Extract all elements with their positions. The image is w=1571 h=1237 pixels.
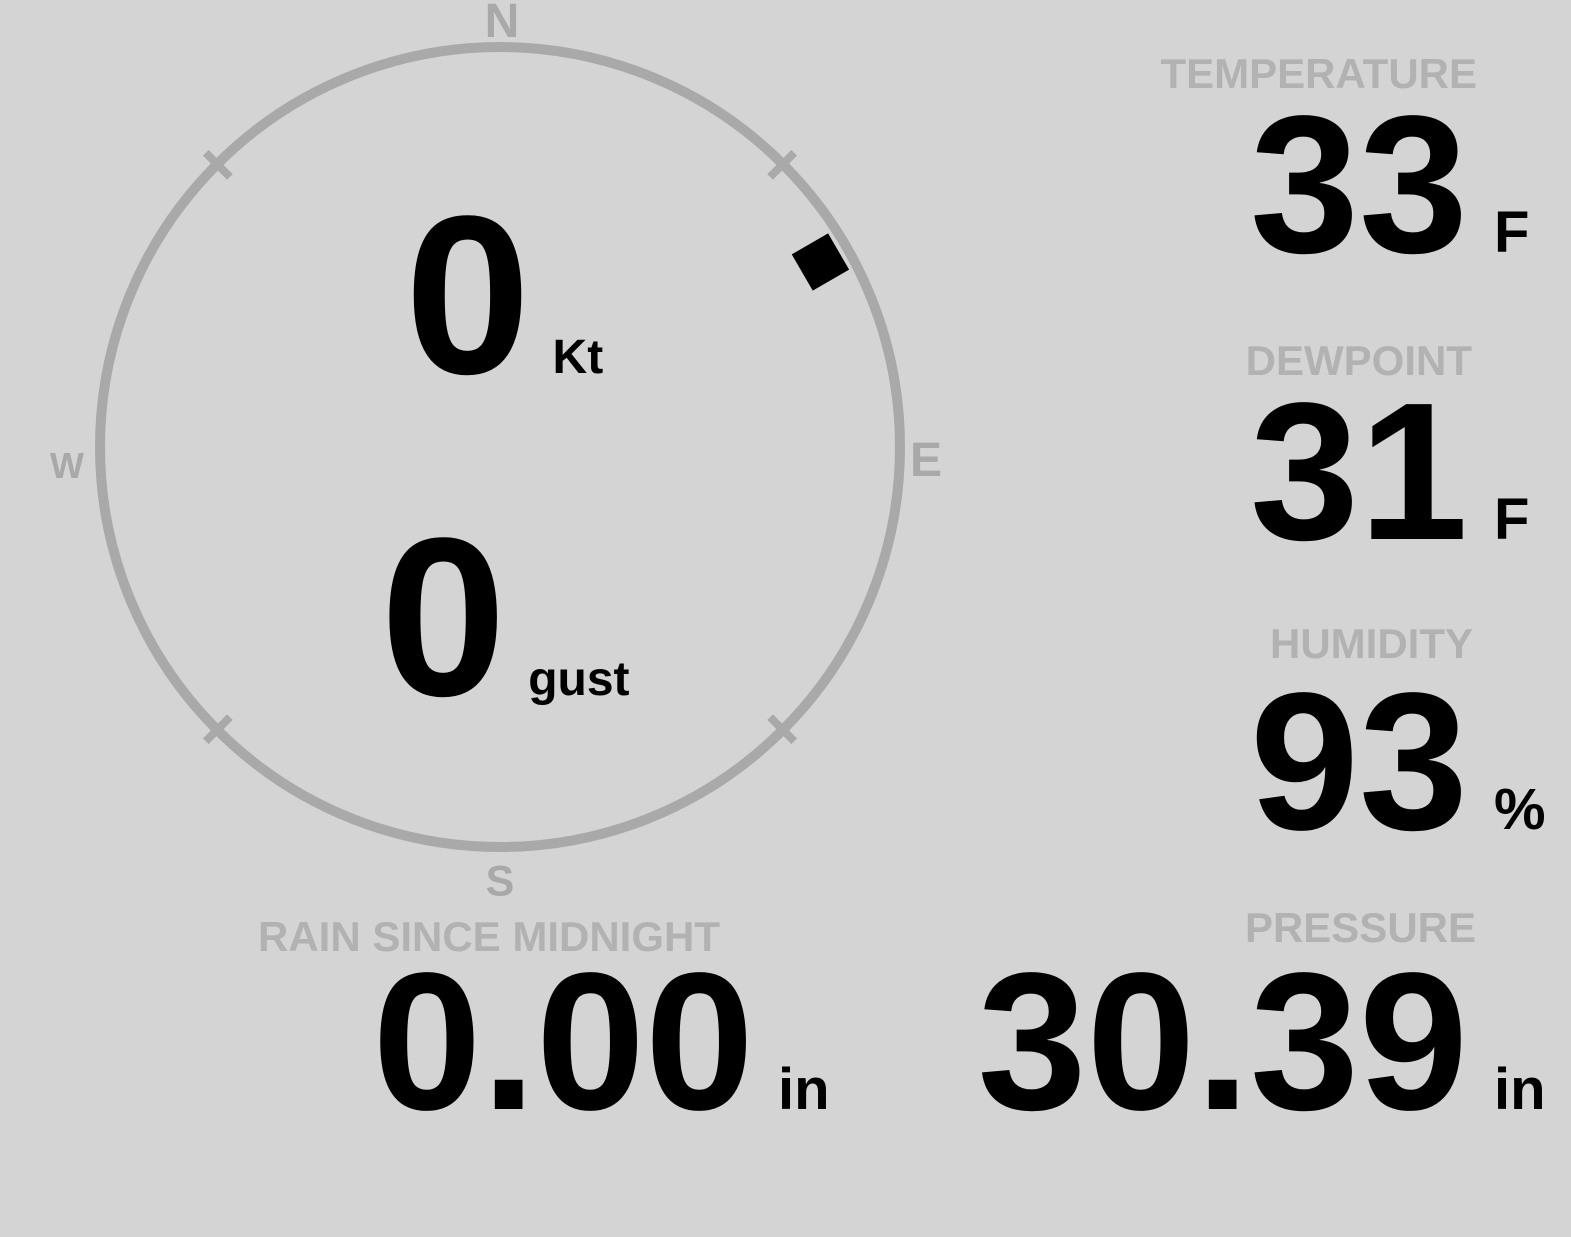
compass-tick-nw-icon xyxy=(202,149,233,180)
wind-direction-marker xyxy=(791,233,850,291)
pressure-unit: in xyxy=(1494,1057,1546,1122)
rain-unit: in xyxy=(778,1057,830,1122)
compass-circle xyxy=(95,42,905,852)
cardinal-north-label: N xyxy=(484,0,520,48)
humidity-label: HUMIDITY xyxy=(1270,620,1473,667)
humidity-value: 93 xyxy=(1249,652,1468,871)
cardinal-west-label: W xyxy=(50,445,84,486)
temperature-label: TEMPERATURE xyxy=(1160,50,1477,97)
compass-tick-ne-icon xyxy=(767,149,798,180)
temperature-value: 33 xyxy=(1249,75,1468,294)
wind-gust-value: 0 xyxy=(380,490,507,743)
rain-value: 0.00 xyxy=(372,932,754,1151)
wind-speed-readout: 0 Kt xyxy=(405,182,603,408)
dewpoint-value: 31 xyxy=(1249,362,1468,581)
cardinal-south-label: S xyxy=(485,857,515,906)
wind-speed-value: 0 xyxy=(404,168,531,421)
humidity-unit: % xyxy=(1494,777,1546,842)
compass-dial xyxy=(95,42,905,852)
temperature-unit: F xyxy=(1494,200,1530,265)
dewpoint-label: DEWPOINT xyxy=(1245,337,1472,384)
wind-speed-unit: Kt xyxy=(552,331,604,384)
pressure-label: PRESSURE xyxy=(1244,904,1476,951)
rain-label: RAIN SINCE MIDNIGHT xyxy=(258,913,720,960)
dewpoint-unit: F xyxy=(1494,487,1530,552)
wind-gust-unit: gust xyxy=(528,653,630,706)
wind-gust-readout: 0 gust xyxy=(380,504,629,730)
cardinal-east-label: E xyxy=(909,434,943,487)
compass-tick-se-icon xyxy=(767,714,798,745)
pressure-value: 30.39 xyxy=(977,932,1468,1151)
compass-tick-sw-icon xyxy=(202,714,233,745)
wind-direction-marker-square xyxy=(791,233,850,291)
